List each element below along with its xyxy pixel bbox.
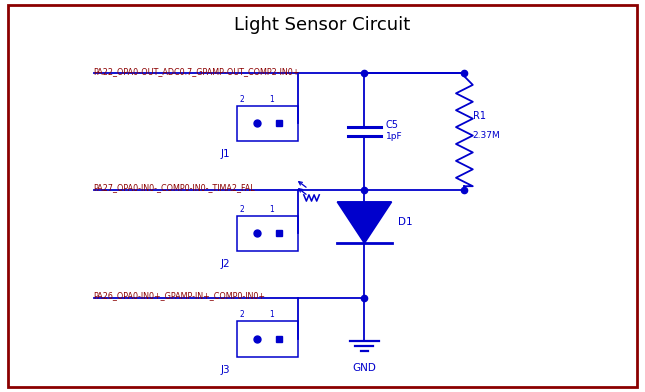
Text: J3: J3 (221, 365, 231, 375)
Text: 1: 1 (270, 95, 274, 104)
Polygon shape (337, 202, 392, 243)
Bar (237, 106, 298, 141)
Text: R1: R1 (473, 111, 486, 121)
Text: 2: 2 (240, 95, 244, 104)
Text: J2: J2 (221, 259, 231, 269)
Text: PA22_OPA0-OUT_ADC0.7_GPAMP-OUT_COMP2-IN0+: PA22_OPA0-OUT_ADC0.7_GPAMP-OUT_COMP2-IN0… (94, 67, 300, 76)
Text: GND: GND (352, 363, 377, 373)
Text: PA26_OPA0-IN0+_GPAMP-IN+_COMP0-IN0+: PA26_OPA0-IN0+_GPAMP-IN+_COMP0-IN0+ (94, 291, 266, 300)
Text: C5: C5 (386, 120, 399, 130)
Text: Light Sensor Circuit: Light Sensor Circuit (234, 16, 411, 34)
Bar (237, 216, 298, 251)
Text: 2: 2 (240, 310, 244, 319)
Text: 2: 2 (240, 205, 244, 214)
Text: 1pF: 1pF (386, 132, 402, 141)
Text: 1: 1 (270, 310, 274, 319)
Text: J1: J1 (221, 149, 231, 159)
Text: D1: D1 (398, 218, 413, 227)
Text: 1: 1 (270, 205, 274, 214)
Text: 2.37M: 2.37M (473, 131, 501, 140)
Bar (237, 321, 298, 357)
Text: PA27_OPA0-IN0-_COMP0-IN0-_TIMA2_FAL: PA27_OPA0-IN0-_COMP0-IN0-_TIMA2_FAL (94, 183, 255, 192)
